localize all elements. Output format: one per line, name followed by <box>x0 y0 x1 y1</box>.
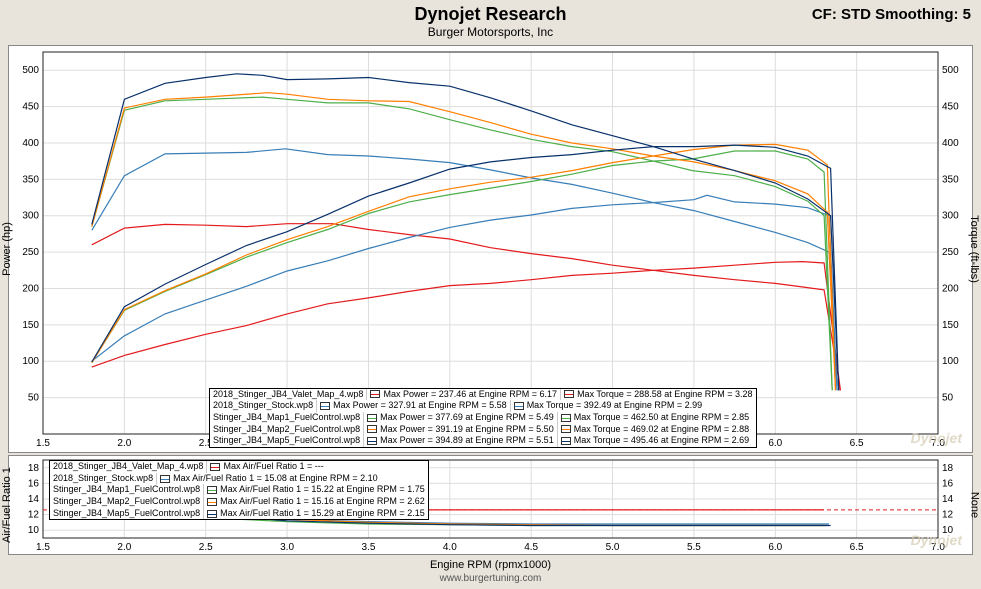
legend-cell: Max Torque = 288.58 at Engine RPM = 3.28 <box>561 389 755 401</box>
svg-text:450: 450 <box>942 102 959 113</box>
svg-text:100: 100 <box>22 356 39 367</box>
svg-text:500: 500 <box>22 65 39 76</box>
svg-text:18: 18 <box>942 463 954 474</box>
svg-text:150: 150 <box>942 320 959 331</box>
legend-row: Stinger_JB4_Map1_FuelControl.wp8Max Air/… <box>50 484 428 496</box>
svg-text:16: 16 <box>942 478 954 489</box>
legend-cell: Max Air/Fuel Ratio 1 = 15.22 at Engine R… <box>204 484 428 496</box>
legend-cell: Max Torque = 462.50 at Engine RPM = 2.85 <box>558 412 752 424</box>
legend-cell: Stinger_JB4_Map5_FuelControl.wp8 <box>210 435 364 447</box>
legend-cell: Stinger_JB4_Map2_FuelControl.wp8 <box>210 424 364 436</box>
svg-text:250: 250 <box>22 247 39 258</box>
svg-text:18: 18 <box>28 463 40 474</box>
svg-text:100: 100 <box>942 356 959 367</box>
afr-legend: 2018_Stinger_JB4_Valet_Map_4.wp8Max Air/… <box>49 460 429 520</box>
svg-text:16: 16 <box>28 478 40 489</box>
cf-smoothing-label: CF: STD Smoothing: 5 <box>812 6 971 23</box>
main-legend: 2018_Stinger_JB4_Valet_Map_4.wp8Max Powe… <box>209 388 757 448</box>
y-axis-power-label: Power (hp) <box>1 222 13 276</box>
y-axis-afr-label: Air/Fuel Ratio 1 <box>1 467 13 543</box>
svg-text:50: 50 <box>28 393 40 404</box>
legend-row: 2018_Stinger_Stock.wp8Max Power = 327.91… <box>210 400 756 412</box>
svg-text:350: 350 <box>22 174 39 185</box>
svg-text:150: 150 <box>22 320 39 331</box>
legend-cell: Max Air/Fuel Ratio 1 = 15.29 at Engine R… <box>204 508 428 520</box>
legend-cell: 2018_Stinger_Stock.wp8 <box>50 473 157 485</box>
legend-cell: 2018_Stinger_Stock.wp8 <box>210 400 317 412</box>
legend-cell: Max Torque = 392.49 at Engine RPM = 2.99 <box>511 400 705 412</box>
legend-cell: 2018_Stinger_JB4_Valet_Map_4.wp8 <box>50 461 207 473</box>
svg-text:7.0: 7.0 <box>931 438 945 449</box>
legend-cell: Max Power = 391.19 at Engine RPM = 5.50 <box>364 424 558 436</box>
page-subtitle: Burger Motorsports, Inc <box>0 25 981 39</box>
svg-text:350: 350 <box>942 174 959 185</box>
svg-text:500: 500 <box>942 65 959 76</box>
legend-row: Stinger_JB4_Map5_FuelControl.wp8Max Powe… <box>210 435 756 447</box>
svg-text:10: 10 <box>28 525 40 536</box>
legend-cell: Max Power = 377.69 at Engine RPM = 5.49 <box>364 412 558 424</box>
svg-text:4.5: 4.5 <box>524 542 538 553</box>
svg-text:14: 14 <box>28 494 40 505</box>
header: Dynojet Research Burger Motorsports, Inc… <box>0 0 981 41</box>
y-axis-none-label: None <box>968 492 980 518</box>
legend-cell: Max Air/Fuel Ratio 1 = 15.08 at Engine R… <box>157 473 381 485</box>
legend-cell: Stinger_JB4_Map5_FuelControl.wp8 <box>50 508 204 520</box>
svg-text:1.5: 1.5 <box>36 438 50 449</box>
legend-row: 2018_Stinger_Stock.wp8Max Air/Fuel Ratio… <box>50 473 428 485</box>
svg-text:4.0: 4.0 <box>443 542 457 553</box>
svg-text:300: 300 <box>22 211 39 222</box>
x-axis-label: Engine RPM (rpmx1000) <box>0 559 981 571</box>
afr-chart: Air/Fuel Ratio 1 None 1.52.02.53.03.54.0… <box>8 455 973 555</box>
svg-text:10: 10 <box>942 525 954 536</box>
svg-text:6.0: 6.0 <box>768 542 782 553</box>
svg-text:14: 14 <box>942 494 954 505</box>
svg-text:5.5: 5.5 <box>687 542 701 553</box>
svg-text:7.0: 7.0 <box>931 542 945 553</box>
svg-text:200: 200 <box>942 283 959 294</box>
legend-row: Stinger_JB4_Map1_FuelControl.wp8Max Powe… <box>210 412 756 424</box>
footer-url: www.burgertuning.com <box>0 573 981 584</box>
svg-text:300: 300 <box>942 211 959 222</box>
svg-text:50: 50 <box>942 393 954 404</box>
legend-cell: Stinger_JB4_Map2_FuelControl.wp8 <box>50 496 204 508</box>
svg-text:12: 12 <box>942 510 954 521</box>
svg-text:2.0: 2.0 <box>117 542 131 553</box>
svg-text:450: 450 <box>22 102 39 113</box>
svg-text:5.0: 5.0 <box>606 542 620 553</box>
legend-row: Stinger_JB4_Map2_FuelControl.wp8Max Powe… <box>210 424 756 436</box>
legend-row: 2018_Stinger_JB4_Valet_Map_4.wp8Max Powe… <box>210 389 756 401</box>
svg-text:3.0: 3.0 <box>280 542 294 553</box>
svg-text:250: 250 <box>942 247 959 258</box>
legend-cell: Max Torque = 495.46 at Engine RPM = 2.69 <box>558 435 752 447</box>
svg-text:6.5: 6.5 <box>850 438 864 449</box>
legend-cell: 2018_Stinger_JB4_Valet_Map_4.wp8 <box>210 389 367 401</box>
legend-cell: Max Torque = 469.02 at Engine RPM = 2.88 <box>558 424 752 436</box>
legend-row: Stinger_JB4_Map5_FuelControl.wp8Max Air/… <box>50 508 428 520</box>
legend-row: Stinger_JB4_Map2_FuelControl.wp8Max Air/… <box>50 496 428 508</box>
legend-cell: Max Air/Fuel Ratio 1 = --- <box>207 461 326 473</box>
svg-text:2.0: 2.0 <box>117 438 131 449</box>
legend-cell: Max Power = 237.46 at Engine RPM = 6.17 <box>367 389 561 401</box>
svg-text:12: 12 <box>28 510 40 521</box>
svg-text:6.5: 6.5 <box>850 542 864 553</box>
svg-text:200: 200 <box>22 283 39 294</box>
legend-cell: Stinger_JB4_Map1_FuelControl.wp8 <box>210 412 364 424</box>
svg-text:6.0: 6.0 <box>768 438 782 449</box>
svg-text:3.5: 3.5 <box>362 542 376 553</box>
main-dyno-chart: Power (hp) Torque (ft-lbs) 1.52.02.53.03… <box>8 45 973 453</box>
legend-cell: Max Air/Fuel Ratio 1 = 15.16 at Engine R… <box>204 496 428 508</box>
legend-cell: Max Power = 327.91 at Engine RPM = 5.58 <box>317 400 511 412</box>
svg-text:2.5: 2.5 <box>199 542 213 553</box>
legend-cell: Max Power = 394.89 at Engine RPM = 5.51 <box>364 435 558 447</box>
legend-cell: Stinger_JB4_Map1_FuelControl.wp8 <box>50 484 204 496</box>
y-axis-torque-label: Torque (ft-lbs) <box>968 215 980 283</box>
svg-text:1.5: 1.5 <box>36 542 50 553</box>
svg-text:400: 400 <box>942 138 959 149</box>
legend-row: 2018_Stinger_JB4_Valet_Map_4.wp8Max Air/… <box>50 461 428 473</box>
svg-text:400: 400 <box>22 138 39 149</box>
